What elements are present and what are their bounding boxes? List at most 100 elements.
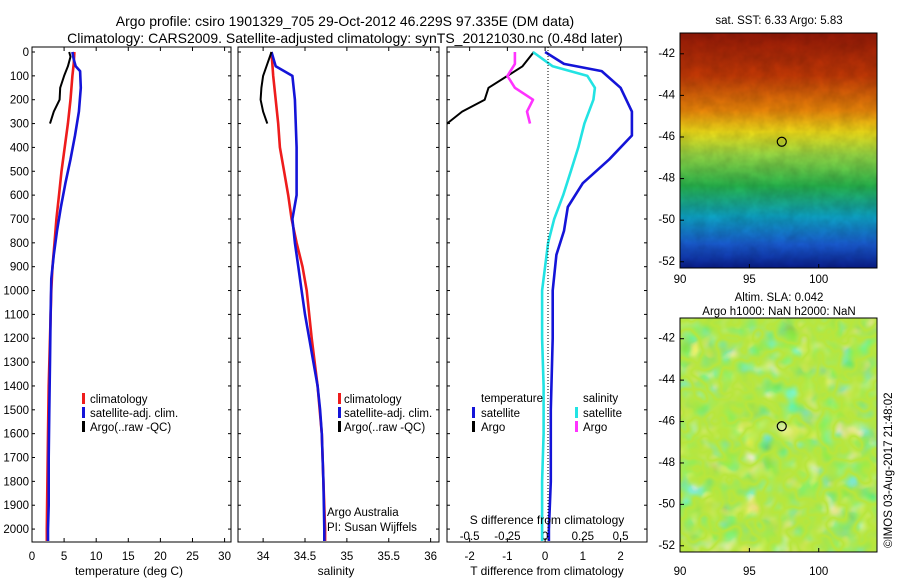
legend-satellite: satellite-adj. clim.	[90, 408, 178, 420]
diff-swatch-temp-satellite	[472, 407, 475, 418]
series-line-satellite-adj-clim-	[46, 51, 83, 541]
header-line-1: Argo profile: csiro 1901329_705 29-Oct-2…	[116, 13, 574, 29]
x-tick-label: 5	[61, 551, 67, 563]
diff-legend-salinity: salinity	[583, 393, 618, 405]
x-tick-label: 20	[154, 551, 167, 563]
depth-tick-label: 1500	[3, 405, 29, 417]
map-lat-tick-label: -50	[658, 214, 675, 226]
map-lon-tick-label: 90	[674, 274, 687, 286]
x-tick-label: 25	[186, 551, 199, 563]
credit-line-1: Argo Australia	[327, 507, 399, 519]
diff-swatch-sal-argo	[575, 421, 578, 432]
map-lat-tick-label: -46	[658, 416, 675, 428]
timestamp: ©IMOS 03-Aug-2017 21:48:02	[883, 392, 895, 548]
depth-tick-label: 1600	[3, 429, 29, 441]
x-tick-label: -2	[465, 551, 475, 563]
diff-legend-temp-satellite: satellite	[481, 408, 520, 420]
sla-map-title-2: Argo h1000: NaN h2000: NaN	[702, 306, 855, 318]
legend-climatology: climatology	[344, 394, 402, 406]
difference-panel-frame	[446, 46, 648, 543]
x-tick-label: 36	[424, 551, 437, 563]
map-lon-tick-label: 100	[809, 566, 828, 578]
salinity-legend: climatology satellite-adj. clim. Argo(..…	[338, 393, 432, 434]
depth-tick-label: 1800	[3, 476, 29, 488]
sst-float-marker	[776, 136, 787, 147]
map-lon-tick-label: 90	[674, 566, 687, 578]
map-lon-tick-label: 95	[743, 274, 756, 286]
map-lat-tick-label: -42	[658, 333, 675, 345]
legend-swatch-satellite	[338, 407, 341, 418]
legend-climatology: climatology	[90, 394, 148, 406]
difference-legend: temperature salinity satellite Argo sate…	[472, 393, 622, 434]
depth-tick-label: 1700	[3, 453, 29, 465]
map-lon-tick-label: 100	[809, 274, 828, 286]
depth-tick-label: 1100	[4, 309, 29, 321]
t-difference-axis-label: T difference from climatology	[470, 564, 624, 578]
diff-legend-sal-argo: Argo	[583, 422, 607, 434]
sst-map	[680, 33, 877, 268]
depth-tick-label: 200	[10, 95, 29, 107]
x-top-tick-label: -0.25	[494, 531, 520, 543]
legend-argo: Argo(..raw -QC)	[90, 422, 171, 434]
legend-satellite: satellite-adj. clim.	[344, 408, 432, 420]
legend-swatch-climatology	[338, 393, 341, 404]
x-top-tick-label: -0.5	[460, 531, 480, 543]
depth-tick-label: 1300	[3, 357, 29, 369]
map-lat-tick-label: -52	[658, 540, 675, 552]
map-lat-tick-label: -44	[658, 89, 675, 101]
legend-swatch-argo	[338, 421, 341, 432]
x-top-tick-label: 0	[542, 531, 548, 543]
tick-layer: 0100200300400500600700800900100011001200…	[3, 47, 647, 563]
x-top-tick-label: 0.5	[613, 531, 629, 543]
x-tick-label: 0	[542, 551, 548, 563]
depth-tick-label: 2000	[3, 524, 29, 536]
depth-tick-label: 1200	[3, 333, 29, 345]
map-lat-tick-label: -48	[658, 457, 675, 469]
series-line-salinity-argo	[506, 52, 535, 124]
x-tick-label: 10	[90, 551, 103, 563]
x-top-tick-label: 0.25	[572, 531, 594, 543]
x-tick-label: 15	[122, 551, 135, 563]
sst-map-frame	[679, 32, 878, 269]
diff-swatch-sal-satellite	[575, 407, 578, 418]
sla-map-texture	[680, 318, 877, 552]
x-tick-label: 35.5	[378, 551, 400, 563]
map-lat-tick-label: -46	[658, 131, 675, 143]
header-line-2: Climatology: CARS2009. Satellite-adjuste…	[67, 30, 623, 46]
depth-tick-label: 900	[10, 262, 29, 274]
s-difference-axis-label: S difference from climatology	[470, 513, 625, 527]
sst-map-texture	[680, 33, 877, 268]
sla-map-title-1: Altim. SLA: 0.042	[735, 292, 824, 304]
temperature-axis-label: temperature (deg C)	[75, 564, 183, 578]
depth-tick-label: 0	[23, 47, 29, 59]
map-lat-tick-label: -50	[658, 498, 675, 510]
map-lat-tick-label: -52	[658, 256, 675, 268]
legend-swatch-satellite	[82, 407, 85, 418]
depth-tick-label: 1900	[3, 500, 29, 512]
x-tick-label: 34	[257, 551, 270, 563]
x-tick-label: -1	[502, 551, 512, 563]
map-lat-tick-label: -44	[658, 374, 675, 386]
legend-swatch-argo	[82, 421, 85, 432]
diff-swatch-temp-argo	[472, 421, 475, 432]
series-line-climatology	[270, 51, 327, 541]
series-line-temperature-satellite	[544, 50, 634, 541]
depth-tick-label: 500	[10, 166, 29, 178]
depth-tick-label: 700	[10, 214, 29, 226]
diff-legend-temperature: temperature	[481, 393, 543, 405]
series-line-argo-raw-qc-	[259, 51, 273, 124]
depth-tick-label: 100	[10, 71, 29, 83]
legend-argo: Argo(..raw -QC)	[344, 422, 425, 434]
map-lon-tick-label: 95	[743, 566, 756, 578]
x-tick-label: 34.5	[294, 551, 316, 563]
salinity-panel-frame	[237, 46, 440, 543]
series-line-argo-raw-qc-	[49, 51, 72, 124]
x-tick-label: 35	[340, 551, 353, 563]
sla-map-frame	[679, 317, 878, 553]
series-layer	[45, 50, 634, 541]
sla-map	[680, 318, 877, 552]
x-tick-label: 30	[218, 551, 231, 563]
map-lat-tick-label: -48	[658, 173, 675, 185]
depth-tick-label: 600	[10, 190, 29, 202]
